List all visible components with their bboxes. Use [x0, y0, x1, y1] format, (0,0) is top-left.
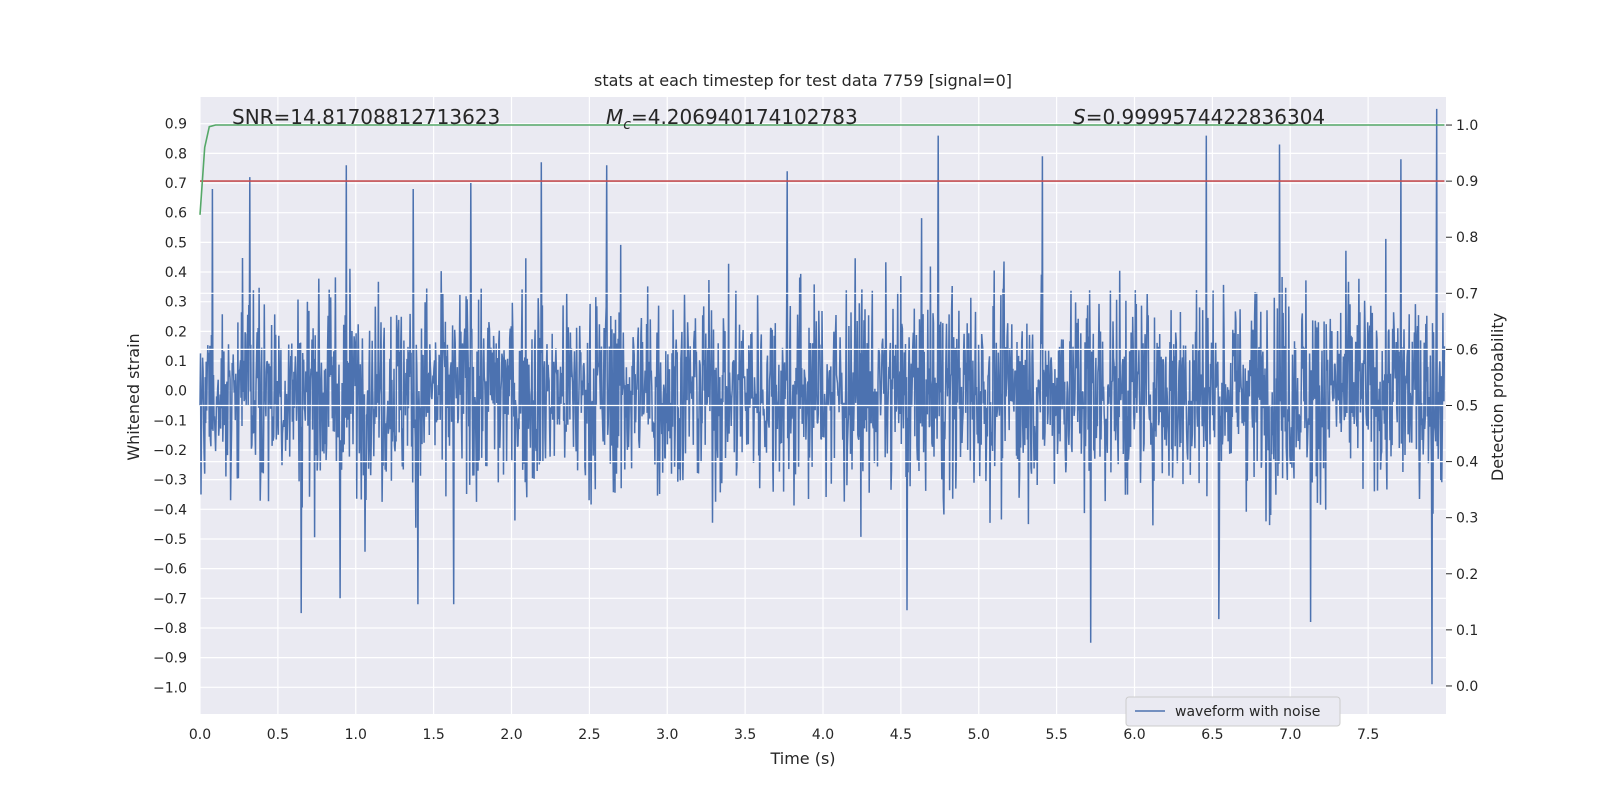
legend-label-waveform: waveform with noise — [1175, 704, 1320, 720]
x-tick-label: 1.0 — [345, 727, 367, 743]
x-tick-label: 5.0 — [968, 727, 990, 743]
chirp-mass-symbol: M — [606, 105, 623, 129]
y-axis-ticks: 0.9 0.8 0.7 0.6 0.5 0.4 0.3 0.2 0.1 0.0 −0.1 −0.2 −0… — [153, 117, 187, 697]
y-tick-label: −0.7 — [153, 591, 187, 607]
score-annotation: S=0.9999574422836304 — [1073, 105, 1325, 129]
y-tick-label: −0.5 — [153, 532, 187, 548]
y-tick-label: 0.0 — [165, 384, 187, 400]
y2-tick-label: 0.3 — [1456, 511, 1478, 527]
y2-tick-label: 0.0 — [1456, 679, 1478, 695]
y-tick-label: −0.4 — [153, 502, 187, 518]
x-axis-label: Time (s) — [769, 749, 835, 768]
y-axis-label: Whitened strain — [124, 333, 143, 460]
chart-title: stats at each timestep for test data 775… — [594, 71, 1012, 90]
y-tick-label: 0.3 — [165, 295, 187, 311]
y2-tick-label: 0.7 — [1456, 286, 1478, 302]
y-tick-label: 0.9 — [165, 117, 187, 133]
chirp-mass-subscript: c — [623, 117, 631, 133]
x-tick-label: 0.5 — [267, 727, 289, 743]
y2-axis-label: Detection probability — [1488, 313, 1507, 481]
chirp-mass-annotation: Mc=4.206940174102783 — [606, 105, 858, 133]
y2-tick-label: 0.9 — [1456, 174, 1478, 190]
x-tick-label: 7.5 — [1357, 727, 1379, 743]
x-tick-label: 6.0 — [1123, 727, 1145, 743]
score-symbol: S — [1073, 105, 1086, 129]
y-tick-label: −1.0 — [153, 680, 187, 696]
horizontal-grid-overlay — [200, 292, 1446, 463]
y-tick-label: −0.3 — [153, 473, 187, 489]
snr-annotation: SNR=14.81708812713623 — [232, 105, 500, 129]
y-tick-label: −0.1 — [153, 413, 187, 429]
y-tick-label: 0.5 — [165, 235, 187, 251]
x-tick-label: 2.5 — [578, 727, 600, 743]
y-tick-label: 0.2 — [165, 324, 187, 340]
y-tick-label: 0.6 — [165, 206, 187, 222]
y2-tick-label: 0.4 — [1456, 455, 1478, 471]
y2-axis-ticks: 1.0 0.9 0.8 0.7 0.6 0.5 0.4 0.3 0.2 0.1 0.0 — [1446, 118, 1478, 695]
y2-tick-label: 0.6 — [1456, 342, 1478, 358]
y2-tick-label: 0.2 — [1456, 567, 1478, 583]
y2-tick-label: 1.0 — [1456, 118, 1478, 134]
x-tick-label: 5.5 — [1045, 727, 1067, 743]
y2-tick-label: 0.1 — [1456, 623, 1478, 639]
y-tick-label: 0.8 — [165, 146, 187, 162]
x-tick-label: 4.0 — [812, 727, 834, 743]
y-tick-label: −0.9 — [153, 651, 187, 667]
waveform-line — [199, 108, 1446, 685]
x-tick-label: 3.5 — [734, 727, 756, 743]
waveform-with-noise-series — [199, 108, 1446, 685]
x-axis-ticks: 0.0 0.5 1.0 1.5 2.0 2.5 3.0 3.5 4.0 4.5 5.0 5.5 6.0 6… — [189, 727, 1379, 743]
x-tick-label: 1.5 — [422, 727, 444, 743]
y2-tick-label: 0.8 — [1456, 230, 1478, 246]
detection-probability-line — [199, 124, 1445, 215]
x-tick-label: 7.0 — [1279, 727, 1301, 743]
x-tick-label: 3.0 — [656, 727, 678, 743]
x-tick-label: 4.5 — [890, 727, 912, 743]
probability-lines — [199, 124, 1445, 215]
y-tick-label: −0.8 — [153, 621, 187, 637]
y-tick-label: 0.7 — [165, 176, 187, 192]
x-tick-label: 0.0 — [189, 727, 211, 743]
y-tick-label: −0.2 — [153, 443, 187, 459]
x-tick-label: 6.5 — [1201, 727, 1223, 743]
y-tick-label: −0.6 — [153, 562, 187, 578]
chirp-mass-value: =4.206940174102783 — [631, 105, 858, 129]
y-tick-label: 0.4 — [165, 265, 187, 281]
y2-tick-label: 0.5 — [1456, 399, 1478, 415]
legend: waveform with noise — [1125, 696, 1341, 727]
x-tick-label: 2.0 — [500, 727, 522, 743]
score-value: =0.9999574422836304 — [1086, 105, 1325, 129]
legend-box — [1125, 696, 1341, 727]
y-tick-label: 0.1 — [165, 354, 187, 370]
